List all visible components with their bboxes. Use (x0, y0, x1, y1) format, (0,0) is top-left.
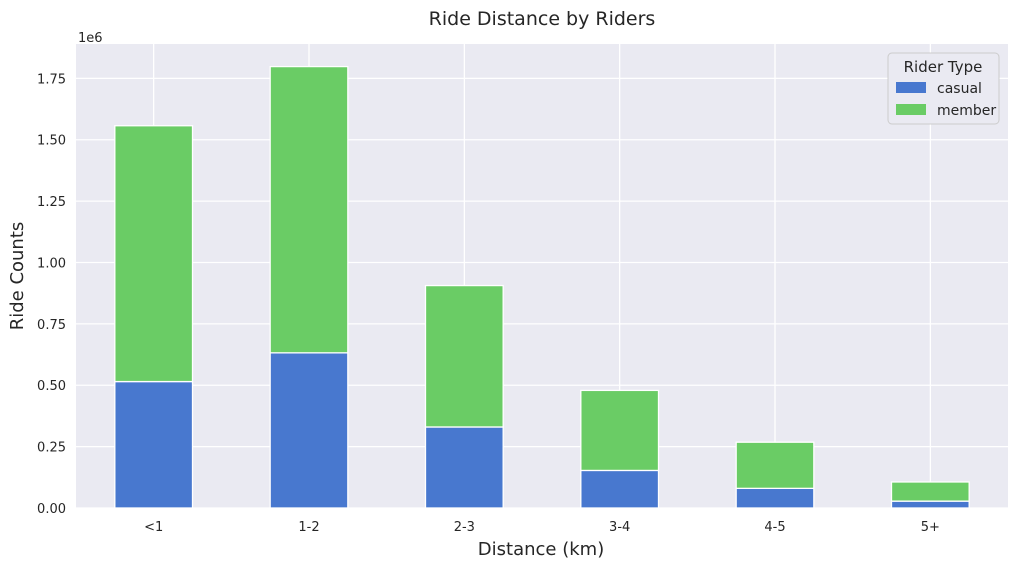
x-tick-label: 5+ (921, 520, 940, 535)
bar-member-2-3 (424, 284, 504, 428)
y-tick-label: 1.00 (37, 256, 66, 271)
y-axis-multiplier: 1e6 (78, 31, 103, 46)
y-tick-label: 0.50 (37, 379, 66, 394)
x-tick-label: 3-4 (609, 520, 630, 535)
bar-casual-5plus (890, 500, 970, 509)
y-tick-label: 1.25 (37, 195, 66, 210)
legend-swatch-member (896, 104, 926, 115)
legend-label-casual: casual (937, 81, 982, 97)
legend: Rider Type casual member (887, 52, 1000, 125)
x-axis-label: Distance (km) (478, 539, 604, 560)
x-axis-ticks: <1 1-2 2-3 3-4 4-5 5+ (144, 520, 940, 535)
x-tick-label: 4-5 (764, 520, 785, 535)
bar-casual-3-4 (580, 469, 660, 509)
y-tick-label: 0.75 (37, 318, 66, 333)
y-tick-label: 1.50 (37, 134, 66, 149)
y-tick-label: 0.00 (37, 502, 66, 517)
bars (114, 65, 970, 509)
y-tick-label: 1.75 (37, 72, 66, 87)
bar-casual-lt1 (114, 380, 194, 509)
bar-casual-1-2 (269, 352, 349, 509)
x-tick-label: 2-3 (454, 520, 475, 535)
bar-member-4-5 (735, 441, 815, 490)
legend-label-member: member (937, 103, 996, 119)
y-axis-ticks: 0.00 0.25 0.50 0.75 1.00 1.25 1.50 1.75 (37, 72, 66, 517)
bar-member-1-2 (269, 65, 349, 354)
bar-casual-2-3 (424, 426, 504, 509)
x-tick-label: 1-2 (298, 520, 319, 535)
legend-swatch-casual (896, 82, 926, 93)
y-axis-label: Ride Counts (7, 222, 28, 331)
y-tick-label: 0.25 (37, 441, 66, 456)
plot-area (76, 44, 1008, 508)
bar-member-3-4 (580, 389, 660, 472)
bar-member-5plus (890, 481, 970, 502)
legend-title: Rider Type (904, 58, 983, 76)
x-tick-label: <1 (144, 520, 163, 535)
bar-member-lt1 (114, 125, 194, 383)
chart-title: Ride Distance by Riders (429, 8, 656, 30)
bar-casual-4-5 (735, 487, 815, 509)
